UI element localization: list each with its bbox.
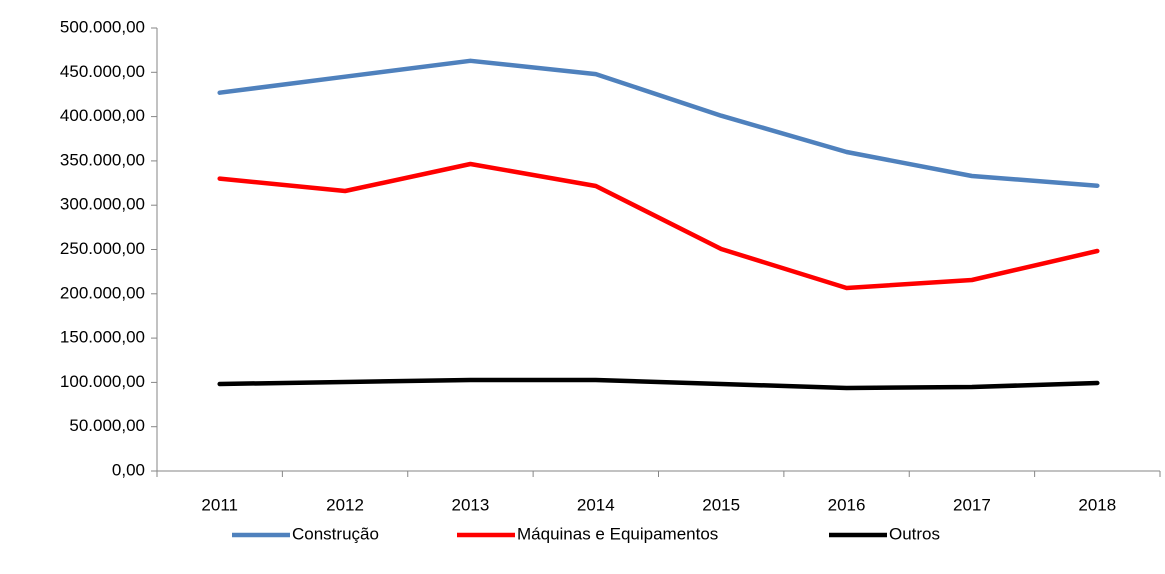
y-tick-label: 300.000,00 [60, 195, 145, 214]
x-tick-label: 2015 [702, 495, 740, 514]
x-tick-label: 2017 [953, 495, 991, 514]
y-tick-label: 150.000,00 [60, 328, 145, 347]
y-tick-label: 0,00 [112, 460, 145, 479]
x-tick-label: 2011 [201, 495, 238, 514]
y-tick-label: 250.000,00 [60, 239, 145, 258]
y-tick-label: 450.000,00 [60, 62, 145, 81]
x-tick-label: 2014 [577, 495, 615, 514]
x-tick-label: 2012 [326, 495, 364, 514]
y-tick-label: 100.000,00 [60, 372, 145, 391]
x-tick-label: 2016 [828, 495, 866, 514]
y-tick-label: 500.000,00 [60, 17, 145, 36]
x-tick-label: 2018 [1078, 495, 1116, 514]
legend-label: Máquinas e Equipamentos [517, 524, 718, 543]
y-tick-label: 350.000,00 [60, 150, 145, 169]
legend-label: Construção [292, 524, 379, 543]
legend-label: Outros [889, 524, 940, 543]
series-line [217, 161, 1100, 291]
y-tick-label: 50.000,00 [69, 416, 145, 435]
y-tick-label: 200.000,00 [60, 283, 145, 302]
series-line [217, 377, 1100, 391]
x-tick-label: 2013 [452, 495, 490, 514]
series-line [217, 58, 1100, 188]
y-tick-label: 400.000,00 [60, 106, 145, 125]
